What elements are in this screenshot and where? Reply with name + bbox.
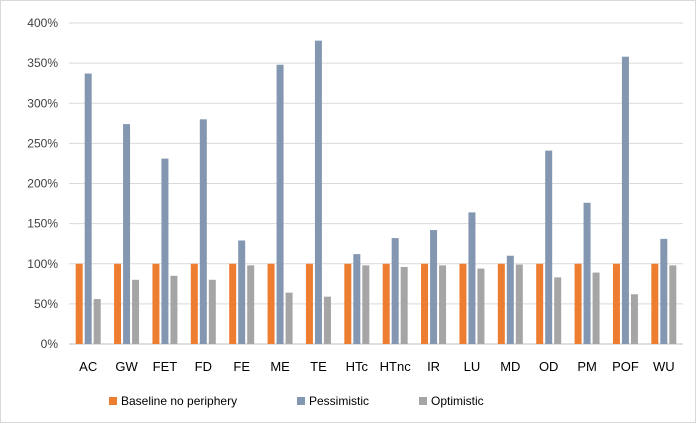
legend-label: Optimistic	[431, 394, 484, 408]
y-tick-label: 200%	[27, 177, 58, 191]
bar-optimistic-md	[515, 264, 523, 344]
y-tick-label: 150%	[27, 217, 58, 231]
bar-pessimistic-te	[314, 40, 322, 344]
bar-pessimistic-pm	[583, 202, 591, 344]
y-axis: 0% 50% 100% 150% 200% 250% 300% 350% 400%	[27, 16, 58, 351]
gridlines	[69, 22, 683, 345]
x-tick-label: GW	[115, 359, 138, 374]
bar-pessimistic-wu	[660, 238, 668, 344]
bar-baseline-no-periphery-me	[267, 263, 275, 344]
bars	[75, 40, 677, 345]
x-tick-label: FE	[233, 359, 250, 374]
bar-pessimistic-pof	[621, 56, 629, 345]
bar-optimistic-fe	[247, 265, 255, 344]
bar-baseline-no-periphery-te	[305, 263, 313, 344]
bar-pessimistic-ac	[84, 73, 92, 345]
bar-pessimistic-htnc	[391, 238, 399, 344]
bar-optimistic-te	[323, 296, 331, 344]
bar-baseline-no-periphery-pm	[574, 263, 582, 344]
bar-pessimistic-htc	[353, 254, 361, 344]
bar-optimistic-lu	[477, 268, 485, 344]
x-tick-label: FET	[153, 359, 178, 374]
x-tick-label: ME	[270, 359, 290, 374]
bar-baseline-no-periphery-ac	[75, 263, 83, 344]
bar-optimistic-fet	[170, 275, 178, 344]
x-tick-label: HTc	[346, 359, 369, 374]
bar-optimistic-ac	[93, 299, 101, 344]
legend: Baseline no periphery Pessimistic Optimist…	[109, 394, 484, 408]
bar-optimistic-wu	[669, 265, 677, 344]
bar-pessimistic-md	[506, 255, 514, 344]
bar-optimistic-pof	[630, 294, 638, 344]
y-tick-label: 0%	[41, 337, 59, 351]
x-tick-label: FD	[195, 359, 212, 374]
bar-optimistic-fd	[208, 279, 216, 344]
legend-label: Baseline no periphery	[121, 394, 237, 408]
bar-baseline-no-periphery-htc	[344, 263, 352, 344]
bar-optimistic-me	[285, 292, 293, 344]
legend-label: Pessimistic	[309, 394, 369, 408]
x-tick-label: AC	[79, 359, 97, 374]
bar-optimistic-ir	[439, 265, 447, 344]
bar-optimistic-pm	[592, 272, 600, 344]
bar-pessimistic-gw	[123, 124, 131, 345]
bar-baseline-no-periphery-gw	[114, 263, 122, 344]
x-tick-label: MD	[500, 359, 520, 374]
x-tick-label: PM	[577, 359, 597, 374]
x-tick-label: WU	[653, 359, 675, 374]
x-tick-label: OD	[539, 359, 559, 374]
x-tick-label: POF	[612, 359, 639, 374]
legend-swatch	[297, 397, 305, 405]
y-tick-label: 350%	[27, 56, 58, 70]
bar-pessimistic-fe	[238, 240, 246, 344]
bar-baseline-no-periphery-fd	[190, 263, 198, 344]
bar-baseline-no-periphery-pof	[612, 263, 620, 344]
y-tick-label: 50%	[34, 297, 58, 311]
bar-pessimistic-od	[545, 150, 553, 344]
legend-swatch	[109, 397, 117, 405]
x-tick-label: TE	[310, 359, 327, 374]
bar-baseline-no-periphery-ir	[421, 263, 429, 344]
bar-pessimistic-fd	[199, 119, 207, 344]
bar-optimistic-htnc	[400, 266, 408, 344]
bar-baseline-no-periphery-htnc	[382, 263, 390, 344]
x-tick-label: HTnc	[380, 359, 412, 374]
bar-baseline-no-periphery-lu	[459, 263, 467, 344]
bar-pessimistic-me	[276, 64, 284, 345]
bar-baseline-no-periphery-fe	[229, 263, 237, 344]
y-tick-label: 400%	[27, 16, 58, 30]
x-tick-label: LU	[464, 359, 481, 374]
bar-baseline-no-periphery-fet	[152, 263, 160, 344]
bar-pessimistic-fet	[161, 158, 169, 344]
bar-baseline-no-periphery-wu	[651, 263, 659, 344]
bar-baseline-no-periphery-od	[536, 263, 544, 344]
x-tick-label: IR	[427, 359, 440, 374]
bar-pessimistic-lu	[468, 212, 476, 344]
y-tick-label: 100%	[27, 257, 58, 271]
bar-optimistic-gw	[132, 279, 140, 344]
legend-swatch	[419, 397, 427, 405]
bar-pessimistic-ir	[430, 230, 438, 344]
y-tick-label: 300%	[27, 96, 58, 110]
bar-optimistic-od	[554, 277, 562, 344]
x-axis: AC GW FET FD FE ME TE HTc HTnc IR LU MD OD PM POF WU	[79, 359, 674, 374]
y-tick-label: 250%	[27, 136, 58, 150]
bar-baseline-no-periphery-md	[497, 263, 505, 344]
bar-optimistic-htc	[362, 265, 370, 344]
